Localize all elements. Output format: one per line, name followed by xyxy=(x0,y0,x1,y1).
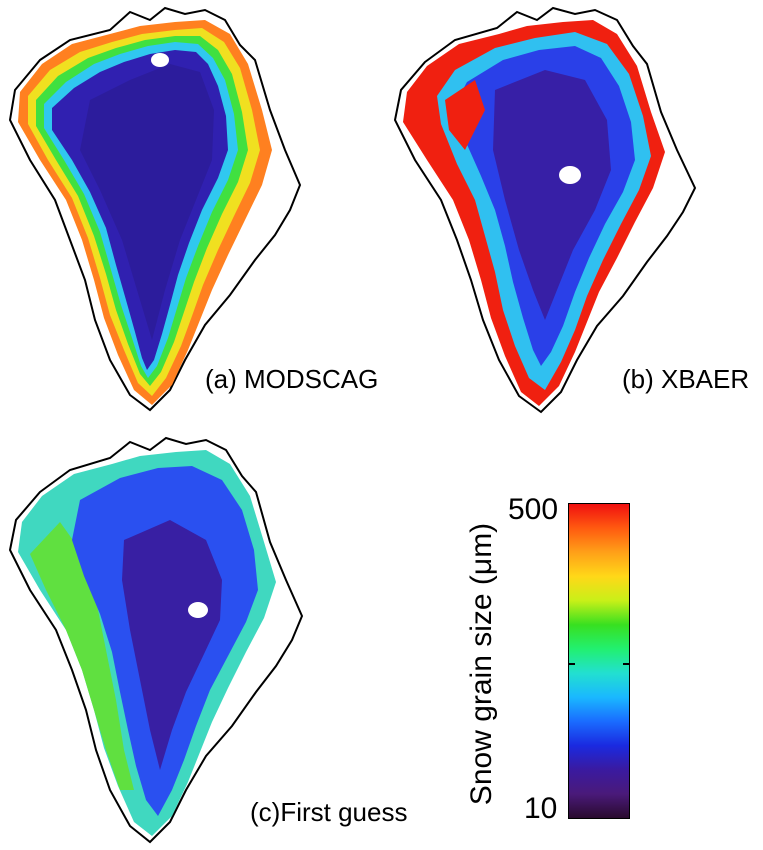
map-panel-modscag xyxy=(0,0,360,420)
map-panel-xbaer xyxy=(385,0,763,420)
greenland-map-xbaer xyxy=(393,6,697,414)
coastline xyxy=(393,6,697,414)
greenland-map-first-guess xyxy=(8,436,304,844)
panel-label-modscag: (a) MODSCAG xyxy=(205,364,379,394)
panel-label-first-guess: (c)First guess xyxy=(250,797,408,827)
coastline xyxy=(8,436,304,844)
colorbar xyxy=(568,503,630,819)
colorbar-tick xyxy=(568,663,575,665)
colorbar-tick xyxy=(623,663,630,665)
coastline xyxy=(8,6,302,412)
greenland-map-modscag xyxy=(8,6,302,412)
map-panel-first-guess xyxy=(0,430,360,850)
colorbar-max-label: 500 xyxy=(508,493,559,526)
colorbar-title: Snow grain size (μm) xyxy=(465,522,498,806)
panel-label-xbaer: (b) XBAER xyxy=(622,364,750,394)
colorbar-min-label: 10 xyxy=(524,792,558,825)
